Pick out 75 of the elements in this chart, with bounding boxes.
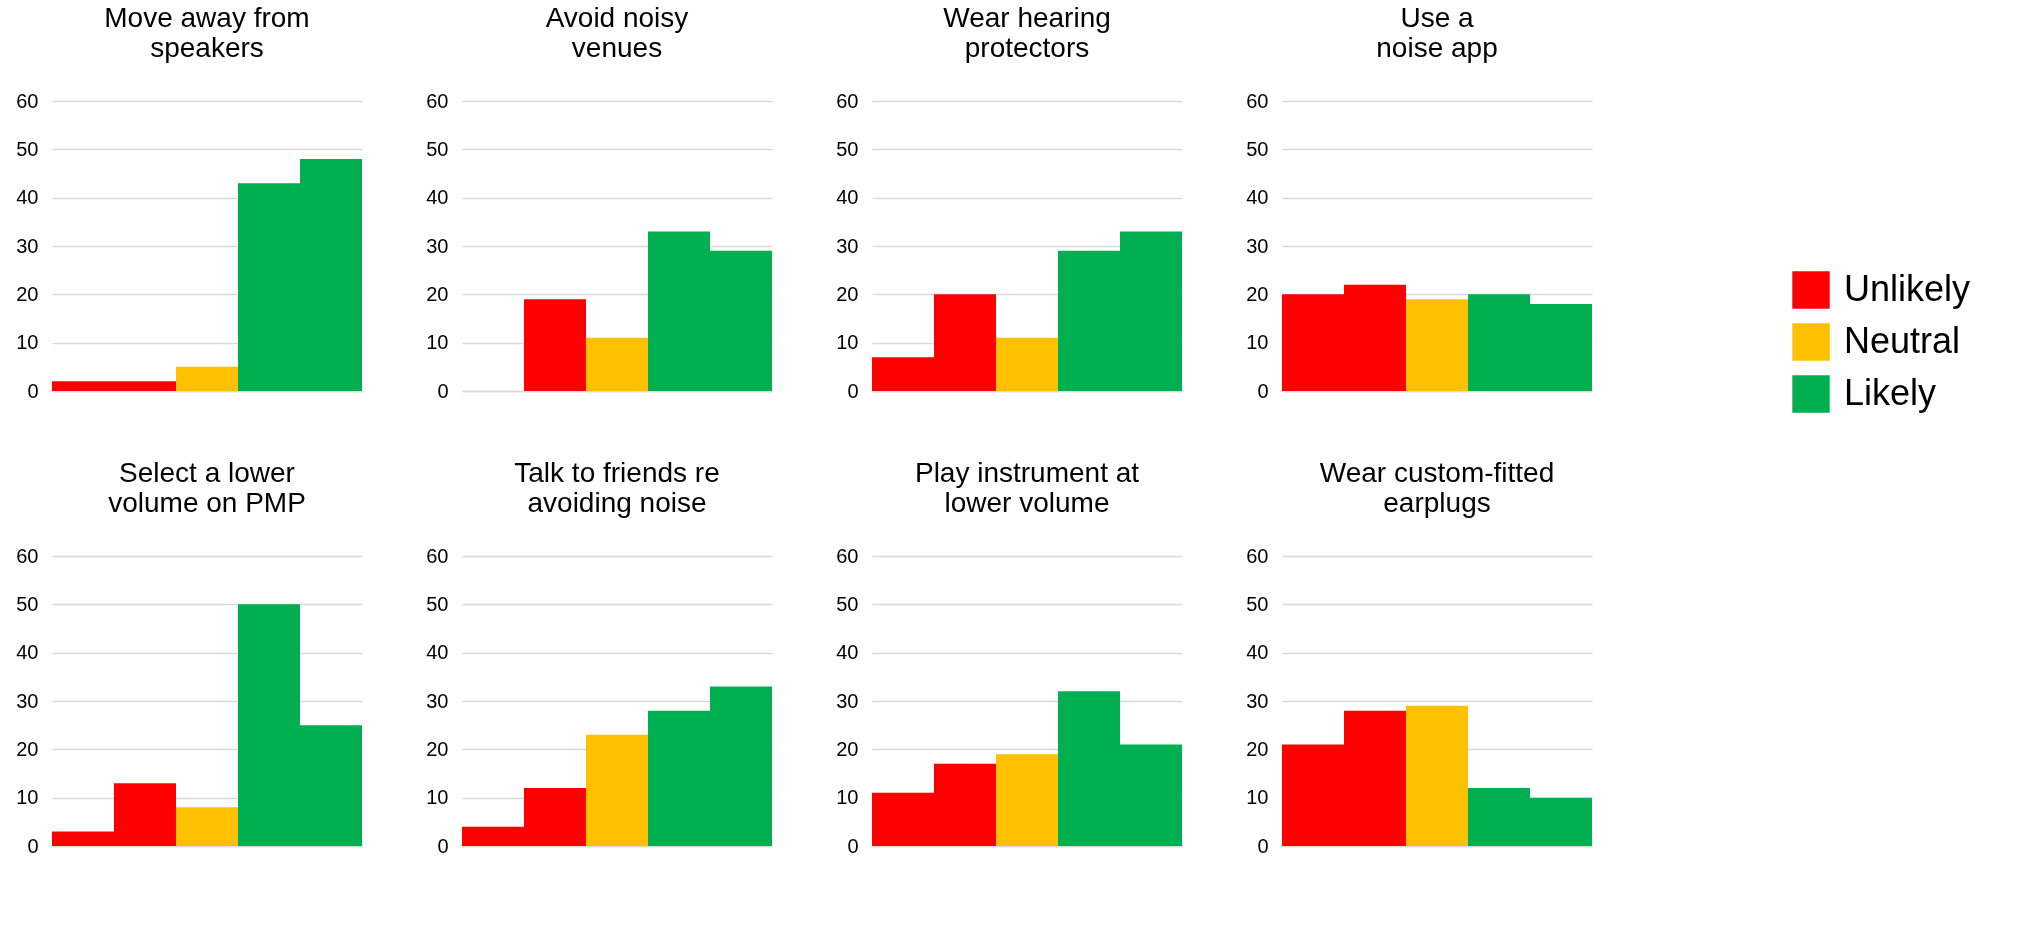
y-tick-label: 20: [426, 737, 449, 760]
y-tick-label: 50: [1246, 592, 1269, 615]
y-tick-label: 0: [437, 834, 449, 857]
legend-label: Unlikely: [1844, 268, 1971, 309]
y-tick-label: 60: [836, 89, 859, 112]
y-tick-label: 30: [426, 689, 449, 712]
y-tick-label: 60: [426, 89, 449, 112]
y-tick-label: 50: [426, 592, 449, 615]
y-tick-label: 40: [1246, 641, 1269, 664]
y-tick-label: 10: [16, 786, 39, 809]
y-tick-label: 0: [1257, 379, 1269, 402]
y-tick-label: 10: [426, 331, 449, 354]
y-tick-label: 60: [836, 544, 859, 567]
y-tick-label: 10: [426, 786, 449, 809]
y-tick-label: 40: [16, 186, 39, 209]
y-tick-label: 20: [426, 282, 449, 305]
y-tick-label: 10: [1246, 786, 1269, 809]
y-tick-label: 40: [426, 641, 449, 664]
y-tick-label: 20: [1246, 282, 1269, 305]
y-tick-label: 50: [16, 137, 39, 160]
y-tick-label: 50: [836, 137, 859, 160]
y-tick-label: 50: [1246, 137, 1269, 160]
bar: [996, 337, 1058, 391]
y-tick-label: 30: [836, 234, 859, 257]
y-tick-label: 0: [437, 379, 449, 402]
y-tick-label: 60: [16, 89, 39, 112]
legend-label: Likely: [1844, 372, 1937, 413]
chart-title: Talk to friends re avoiding noise: [514, 457, 720, 518]
y-tick-label: 40: [426, 186, 449, 209]
y-tick-label: 10: [16, 331, 39, 354]
y-tick-label: 40: [16, 641, 39, 664]
y-tick-label: 40: [836, 186, 859, 209]
chart-title: Wear custom-fitted earplugs: [1319, 457, 1555, 518]
chart-title: Move away from speakers: [104, 2, 310, 63]
y-tick-label: 60: [426, 544, 449, 567]
legend-label: Neutral: [1844, 320, 1961, 361]
y-tick-label: 30: [16, 234, 39, 257]
y-tick-label: 10: [1246, 331, 1269, 354]
bar: [586, 337, 648, 391]
bar: [176, 366, 238, 391]
y-tick-label: 60: [1246, 89, 1269, 112]
y-tick-label: 50: [426, 137, 449, 160]
y-tick-label: 30: [426, 234, 449, 257]
bar: [996, 754, 1058, 846]
y-tick-label: 0: [847, 379, 859, 402]
bar: [1406, 705, 1468, 846]
bar: [524, 299, 586, 391]
bar: [176, 807, 238, 846]
y-tick-label: 20: [1246, 737, 1269, 760]
y-tick-label: 10: [836, 331, 859, 354]
y-tick-label: 60: [16, 544, 39, 567]
y-tick-label: 40: [1246, 186, 1269, 209]
y-tick-label: 20: [16, 737, 39, 760]
y-tick-label: 30: [1246, 234, 1269, 257]
y-tick-label: 0: [27, 379, 39, 402]
y-tick-label: 0: [847, 834, 859, 857]
y-tick-label: 50: [836, 592, 859, 615]
bar: [586, 734, 648, 846]
y-tick-label: 0: [27, 834, 39, 857]
y-tick-label: 20: [836, 282, 859, 305]
y-tick-label: 30: [16, 689, 39, 712]
y-tick-label: 30: [1246, 689, 1269, 712]
chart-title: Select a lower volume on PMP: [108, 457, 306, 518]
y-tick-label: 0: [1257, 834, 1269, 857]
chart-title: Use a noise app: [1376, 2, 1498, 63]
chart-title: Wear hearing protectors: [943, 2, 1111, 63]
chart-title: Avoid noisy venues: [545, 2, 689, 63]
y-tick-label: 10: [836, 786, 859, 809]
y-tick-label: 60: [1246, 544, 1269, 567]
chart-title: Play instrument at lower volume: [914, 457, 1140, 518]
y-tick-label: 50: [16, 592, 39, 615]
y-tick-label: 20: [16, 282, 39, 305]
y-tick-label: 40: [836, 641, 859, 664]
y-tick-label: 20: [836, 737, 859, 760]
y-tick-label: 30: [836, 689, 859, 712]
